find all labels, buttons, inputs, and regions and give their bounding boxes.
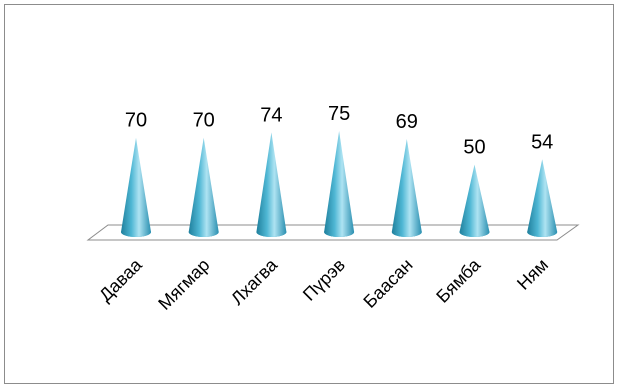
chart-frame [4, 4, 614, 384]
cone-bar [256, 132, 287, 237]
cone-bar [188, 137, 219, 237]
cones-layer [121, 130, 558, 237]
cone-bar [527, 159, 558, 237]
cone-body [391, 139, 422, 237]
category-label: Даваа [95, 254, 146, 305]
cone-body [324, 130, 355, 237]
cone-bar [459, 164, 490, 237]
cone-bar [391, 139, 422, 237]
data-label: 75 [328, 103, 350, 125]
data-label: 69 [396, 111, 418, 133]
category-label: Лхагва [227, 254, 282, 309]
cone-body [188, 137, 219, 237]
cone-body [459, 164, 490, 237]
cone-body [256, 132, 287, 237]
category-labels-layer: Даваа Мягмар Лхагва Пүрэв Баасан Бямба Ням [95, 254, 552, 314]
data-label: 54 [531, 131, 553, 153]
data-label: 74 [260, 104, 282, 126]
data-label: 70 [125, 110, 147, 132]
cone-bar [121, 137, 151, 237]
category-label: Баасан [359, 255, 416, 312]
category-label: Ням [513, 255, 552, 294]
cone-body [527, 159, 558, 237]
data-label: 70 [193, 110, 215, 132]
data-label: 50 [463, 137, 485, 159]
data-labels-layer: 70 70 74 75 69 50 54 [125, 103, 553, 159]
category-label: Пүрэв [299, 255, 349, 305]
cone-bar [324, 130, 355, 237]
category-label: Мягмар [154, 255, 213, 314]
cone-body [121, 137, 151, 237]
category-label: Бямба [432, 254, 485, 307]
